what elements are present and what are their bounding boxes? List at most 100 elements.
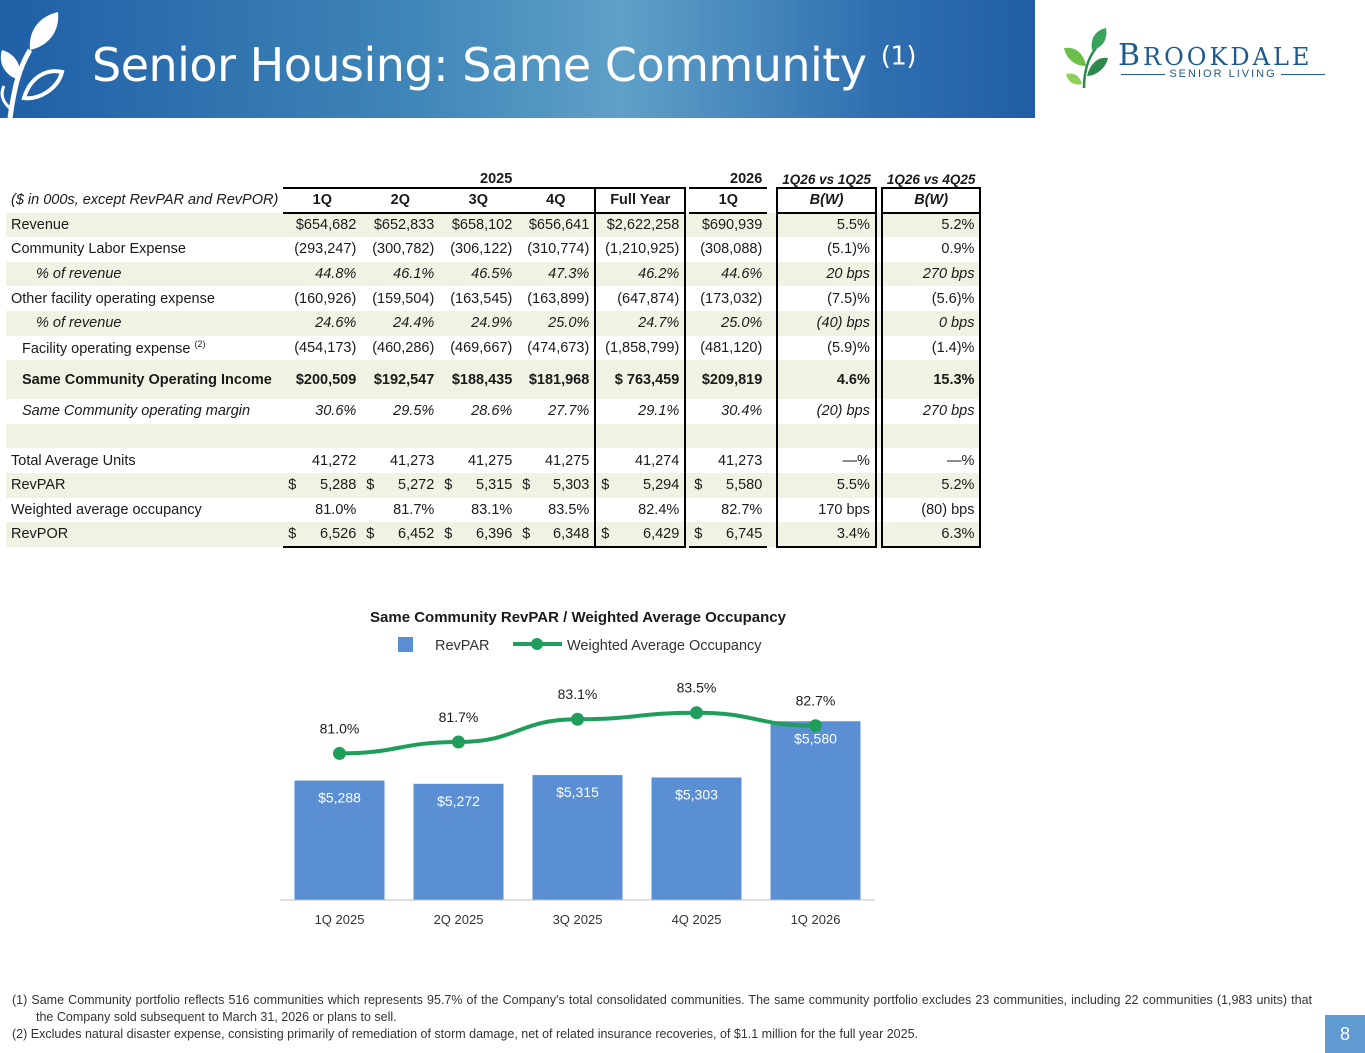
table-cell: (293,247) (294, 241, 357, 258)
financial-table: 2025 2026 1Q26 vs 1Q25 1Q26 vs 4Q25 ($ i… (6, 148, 982, 548)
table-cell: (647,874) (594, 286, 687, 311)
table-cell: 24.6% (283, 310, 362, 336)
occupancy-data-label: 82.7% (796, 693, 836, 709)
row-label: % of revenue (6, 261, 284, 287)
table-cell: $5,288 (283, 472, 362, 498)
table-cell: (300,782) (372, 241, 435, 258)
x-tick-label: 2Q 2025 (434, 912, 484, 927)
table-cell: (20) bps (776, 399, 877, 424)
table-row: Community Labor Expense (293,247) (300,782… (6, 237, 982, 262)
page-number: 8 (1325, 1015, 1365, 1053)
table-row: Revenue $654,682 $652,833 $658,102 $656,641 $… (6, 212, 982, 238)
table-cell: $2,622,258 (594, 212, 687, 238)
year-2026-header: 2026 (730, 171, 763, 187)
table-cell: 5.2% (880, 212, 982, 238)
table-row: % of revenue 24.6% 24.4% 24.9% 25.0% 24.7% 25.… (6, 310, 982, 336)
col-header: 1Q (689, 187, 768, 214)
table-cell: 44.8% (283, 261, 362, 287)
table-cell: 15.3% (880, 360, 982, 400)
table-cell: 270 bps (880, 261, 982, 287)
cmp2-header: 1Q26 vs 4Q25 (886, 172, 976, 187)
table-cell: $654,682 (283, 212, 362, 238)
table-cell: (160,926) (294, 290, 357, 307)
row-label: Total Average Units (11, 452, 136, 469)
occupancy-point (809, 719, 822, 733)
table-cell: $652,833 (361, 212, 440, 238)
table-cell: $200,509 (283, 360, 362, 400)
table-cell: 25.0% (517, 310, 596, 336)
table-cell: 29.5% (393, 403, 435, 420)
year-2025-header: 2025 (480, 171, 513, 187)
table-cell: 5.5% (776, 472, 877, 498)
table-row: Facility operating expense (2) (454,173) (… (6, 335, 982, 361)
bar-revpar (532, 775, 623, 900)
table-cell: 82.4% (594, 497, 687, 523)
table-cell: (310,774) (527, 241, 590, 258)
x-tick-label: 3Q 2025 (553, 912, 603, 927)
table-cell: —% (880, 448, 982, 473)
legend-occupancy-marker (531, 638, 543, 650)
occupancy-point (571, 712, 584, 726)
col-header: Full Year (594, 187, 687, 214)
table-cell: 27.7% (548, 403, 590, 420)
row-label: Community Labor Expense (11, 241, 186, 258)
logo-name: BROOKDALE (1118, 38, 1313, 73)
footnote-1: (1) Same Community portfolio reflects 51… (12, 993, 1312, 1024)
legend-revpar-swatch (398, 637, 413, 652)
table-cell: 29.1% (594, 399, 687, 424)
revpar-occupancy-chart: Same Community RevPAR / Weighted Average… (280, 609, 875, 927)
table-cell: $5,272 (361, 472, 440, 498)
table-cell: 46.1% (361, 261, 440, 287)
spacer-row (6, 423, 982, 449)
table-cell: $ 763,459 (594, 360, 687, 400)
table-cell: 83.1% (471, 501, 513, 518)
table-cell: 46.5% (439, 261, 518, 287)
table-row: RevPAR $5,288 $5,272 $5,315 $5,303 $5,294 $5,5… (6, 472, 982, 498)
bar-revpar (413, 783, 504, 900)
table-cell: 20 bps (776, 261, 877, 287)
table-cell: 46.2% (594, 261, 687, 287)
table-cell: 83.5% (548, 501, 590, 518)
table-cell: 3.4% (776, 522, 877, 548)
x-tick-label: 1Q 2026 (791, 912, 841, 927)
table-cell: $5,294 (594, 472, 687, 498)
col-header: B(W) (880, 187, 982, 214)
row-label: Facility operating expense (2) (22, 338, 206, 357)
table-cell: 41,272 (311, 452, 357, 469)
table-cell: (163,545) (450, 290, 513, 307)
table-cell: $656,641 (517, 212, 596, 238)
table-cell: $690,939 (689, 212, 768, 238)
table-cell: $192,547 (361, 360, 440, 400)
table-cell: 5.5% (776, 212, 877, 238)
bar-data-label: $5,288 (318, 790, 361, 806)
table-cell: 28.6% (471, 403, 513, 420)
x-tick-label: 1Q 2025 (315, 912, 365, 927)
col-header: 3Q (439, 187, 518, 214)
table-cell: 0 bps (880, 310, 982, 336)
occupancy-data-label: 83.5% (677, 680, 717, 696)
logo-subtitle: SENIOR LIVING (1114, 68, 1332, 80)
table-cell: $6,745 (689, 522, 768, 548)
x-tick-label: 4Q 2025 (672, 912, 722, 927)
table-cell: (5.9)% (776, 335, 877, 361)
footnotes: (1) Same Community portfolio reflects 51… (12, 992, 1312, 1043)
table-cell: (460,286) (372, 339, 435, 356)
table-row: Same Community Operating Income $200,509 $… (6, 360, 982, 400)
table-row: Other facility operating expense (160,926… (6, 286, 982, 311)
row-label: RevPAR (6, 472, 284, 498)
table-cell: (5.6)% (880, 286, 982, 311)
table-cell: $5,580 (689, 472, 768, 498)
page-title: Senior Housing: Same Community (1) (92, 38, 917, 92)
table-cell: 81.0% (315, 501, 357, 518)
legend-revpar-label: RevPAR (435, 638, 490, 654)
row-label: Revenue (6, 212, 284, 238)
table-cell: $5,303 (517, 472, 596, 498)
table-cell: 25.0% (689, 310, 768, 336)
table-cell: 0.9% (880, 237, 982, 262)
table-cell: $188,435 (439, 360, 518, 400)
bar-revpar (770, 721, 861, 900)
table-cell: 41,275 (467, 452, 513, 469)
table-cell: 30.6% (315, 403, 357, 420)
bar-data-label: $5,580 (794, 730, 837, 746)
table-cell: 170 bps (776, 497, 877, 523)
